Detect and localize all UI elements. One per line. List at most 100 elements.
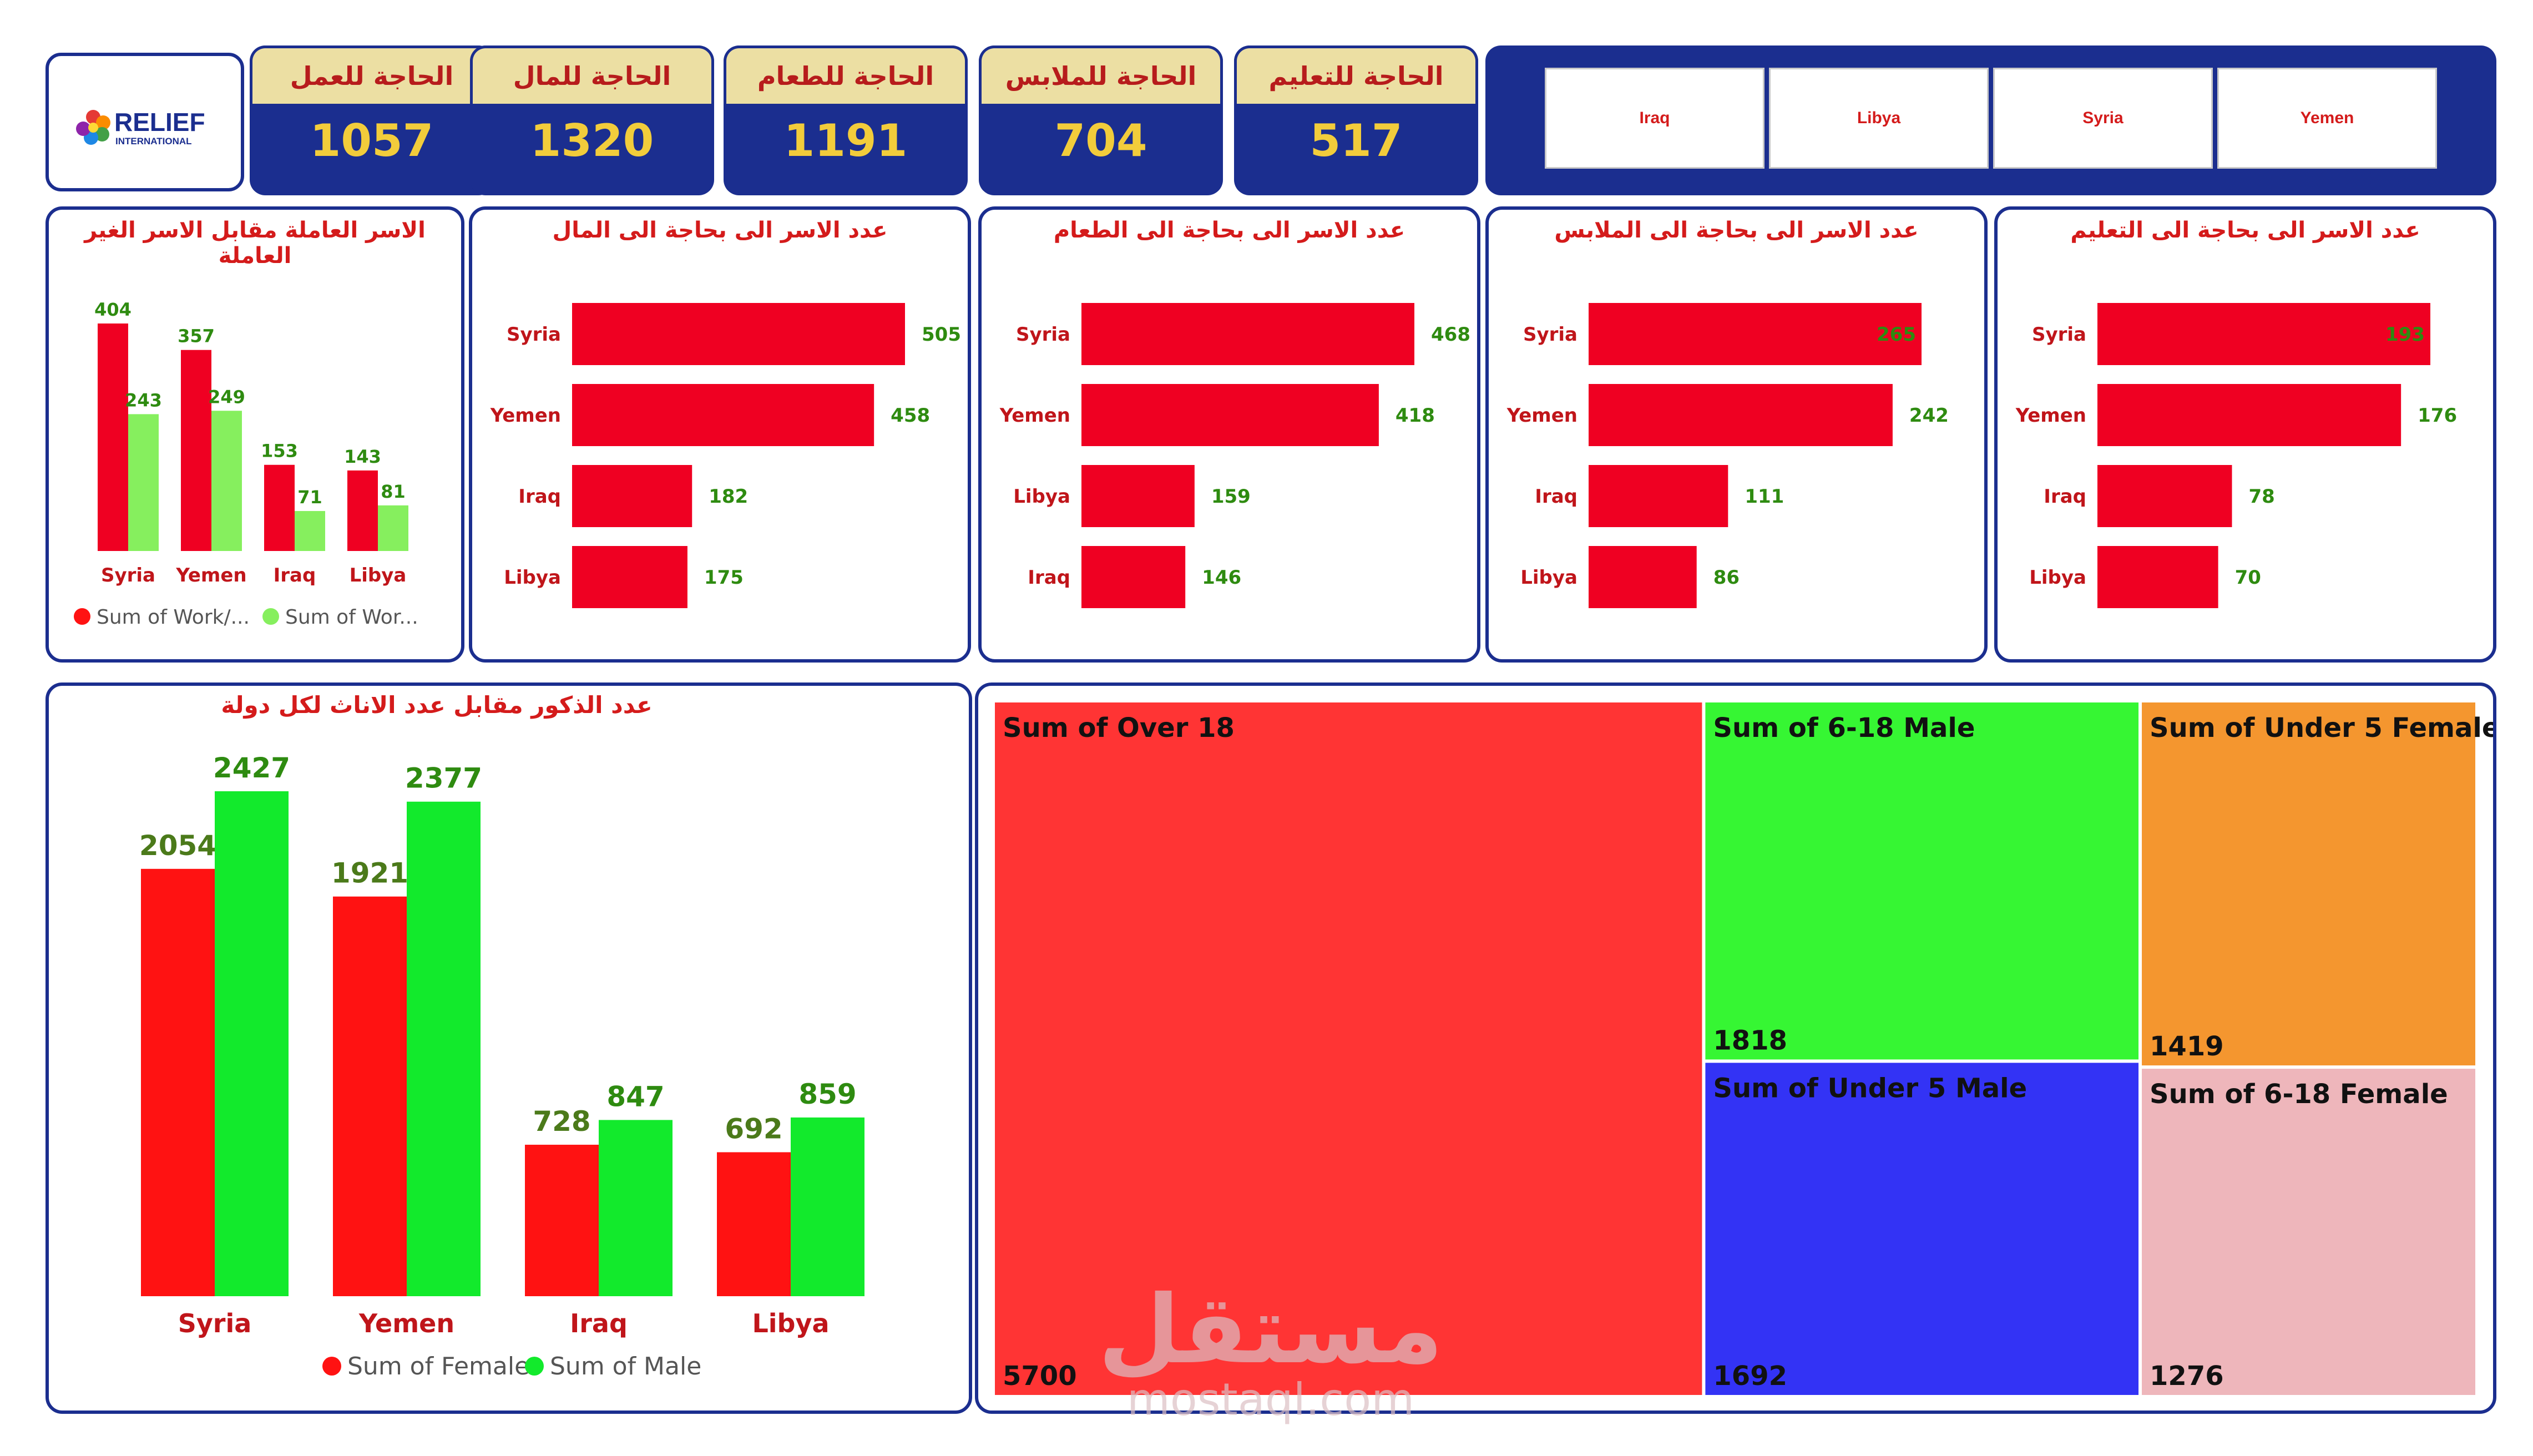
- chart-title: الاسر العاملة مقابل الاسر الغير العاملة: [84, 218, 426, 269]
- data-label: 2054: [139, 830, 216, 862]
- category-label: Yemen: [490, 405, 561, 427]
- kpi-card-food: الحاجة للطعام 1191: [724, 46, 968, 195]
- category-label: Yemen: [358, 1308, 454, 1338]
- slicer-option-yemen[interactable]: Yemen: [2217, 68, 2437, 169]
- bar-iraq: [1081, 546, 1186, 608]
- treemap-tile-label: Sum of Under 5 Male: [1713, 1073, 2027, 1104]
- data-label: 728: [533, 1105, 590, 1138]
- data-label: 182: [709, 486, 748, 508]
- data-label: 847: [606, 1080, 664, 1113]
- bar-syria-female: [141, 868, 215, 1296]
- data-label: 357: [178, 326, 215, 347]
- male-vs-female-chart: 2054 2427 Syria 1921 2377 Yemen 728 847 Iraq 692 8…: [139, 752, 864, 1381]
- bar-libya: [1081, 465, 1195, 527]
- data-label: 176: [2418, 405, 2457, 427]
- clothes-need-chart: Syria 265 Yemen 242 Iraq 111 Libya 86: [1506, 303, 1949, 608]
- category-label: Syria: [1016, 323, 1070, 346]
- data-label: 81: [381, 481, 406, 502]
- bar-syria: [1589, 303, 1922, 365]
- bar-syria-series-2: [128, 414, 159, 551]
- slicer-option-libya[interactable]: Libya: [1769, 68, 1989, 169]
- data-label: 1921: [331, 857, 408, 889]
- category-label: Libya: [1520, 567, 1578, 589]
- category-label: Syria: [178, 1308, 252, 1338]
- treemap-tile-label: Sum of Over 18: [1003, 712, 1235, 744]
- gender-chart-panel: عدد الذكور مقابل عدد الاناث لكل دولة 205…: [45, 683, 972, 1414]
- data-label: 265: [1877, 323, 1916, 346]
- bar-libya: [1589, 546, 1697, 608]
- treemap-tile-label: Sum of 6-18 Female: [2150, 1079, 2448, 1110]
- category-label: Yemen: [175, 564, 246, 587]
- bar-syria: [2097, 303, 2430, 365]
- money-chart-panel: عدد الاسر الى بحاجة الى المال Syria 505 Ye…: [469, 206, 971, 663]
- bar-yemen: [1589, 384, 1893, 446]
- category-label: Syria: [507, 323, 561, 346]
- watermark-arabic: مستقل: [1104, 1275, 1437, 1385]
- kpi-card-education: الحاجة للتعليم 517: [1234, 46, 1478, 195]
- treemap-tile-value: 1419: [2150, 1031, 2224, 1062]
- bar-libya-series-2: [378, 505, 408, 551]
- treemap-tile-value: 1276: [2150, 1361, 2224, 1392]
- kpi-label: الحاجة للتعليم: [1234, 46, 1478, 104]
- data-label: 2427: [213, 752, 290, 784]
- logo-graphic: RELIEF INTERNATIONAL: [76, 108, 205, 146]
- kpi-value: 517: [1310, 115, 1403, 166]
- kpi-label: الحاجة للطعام: [724, 46, 968, 104]
- treemap-tile-label: Sum of 6-18 Male: [1713, 712, 1975, 744]
- data-label: 468: [1431, 323, 1470, 346]
- kpi-label: الحاجة للمال: [470, 46, 714, 104]
- data-label: 692: [725, 1113, 782, 1145]
- legend-label: Sum of Wor...: [285, 606, 418, 629]
- legend-marker: [74, 608, 90, 625]
- kpi-label: الحاجة للملابس: [979, 46, 1223, 104]
- category-label: Libya: [1013, 486, 1070, 508]
- bar-syria: [572, 303, 905, 365]
- bar-syria-male: [215, 791, 289, 1296]
- kpi-value: 1320: [530, 115, 654, 166]
- food-need-chart: Syria 468 Yemen 418 Libya 159 Iraq 146: [999, 303, 1470, 608]
- bar-yemen-male: [407, 801, 481, 1296]
- bar-iraq: [572, 465, 692, 527]
- logo-flower-icon: [76, 110, 110, 145]
- kpi-value: 704: [1054, 115, 1147, 166]
- data-label: 71: [297, 487, 322, 508]
- kpi-value: 1057: [310, 115, 434, 166]
- bar-libya-series-1: [347, 470, 378, 551]
- legend-marker: [262, 608, 279, 625]
- bar-yemen: [2097, 384, 2401, 446]
- data-label: 2377: [405, 762, 482, 795]
- data-label: 146: [1202, 567, 1241, 589]
- treemap-tile-sum-of-over-18: [995, 702, 1702, 1395]
- chart-title: عدد الاسر الى بحاجة الى الطعام: [1053, 218, 1405, 243]
- category-label: Iraq: [274, 564, 316, 587]
- chart-title: عدد الذكور مقابل عدد الاناث لكل دولة: [221, 691, 653, 719]
- data-label: 404: [94, 299, 132, 320]
- category-label: Syria: [1523, 323, 1578, 346]
- category-label: Yemen: [999, 405, 1070, 427]
- treemap-panel: Sum of Over 18 5700 Sum of 6-18 Male 1818 Su…: [975, 683, 2496, 1414]
- kpi-value: 1191: [783, 115, 908, 166]
- country-slicer: Iraq Libya Syria Yemen: [1485, 46, 2496, 195]
- bar-iraq: [2097, 465, 2232, 527]
- mostaql-watermark: مستقل mostaql.com: [1104, 1275, 1437, 1425]
- education-chart-panel: عدد الاسر الى بحاجة الى التعليم Syria 193…: [1994, 206, 2496, 663]
- bar-syria: [1081, 303, 1414, 365]
- bar-yemen-series-2: [211, 411, 242, 551]
- category-label: Syria: [2032, 323, 2086, 346]
- category-label: Yemen: [2015, 405, 2086, 427]
- category-label: Iraq: [2044, 486, 2086, 508]
- data-label: 153: [261, 441, 298, 462]
- bar-libya: [572, 546, 687, 608]
- chart-title: عدد الاسر الى بحاجة الى الملابس: [1554, 218, 1919, 243]
- bar-libya-male: [791, 1117, 864, 1296]
- category-label: Yemen: [1506, 405, 1578, 427]
- legend-label: Sum of Male: [550, 1352, 701, 1381]
- logo-subtitle: INTERNATIONAL: [115, 136, 192, 146]
- slicer-option-iraq[interactable]: Iraq: [1545, 68, 1764, 169]
- treemap-tile-sum-of-under-5-female: [2142, 702, 2475, 1066]
- slicer-option-syria[interactable]: Syria: [1993, 68, 2213, 169]
- bar-yemen-series-1: [181, 350, 211, 551]
- category-label: Iraq: [1028, 567, 1070, 589]
- data-label: 111: [1745, 486, 1784, 508]
